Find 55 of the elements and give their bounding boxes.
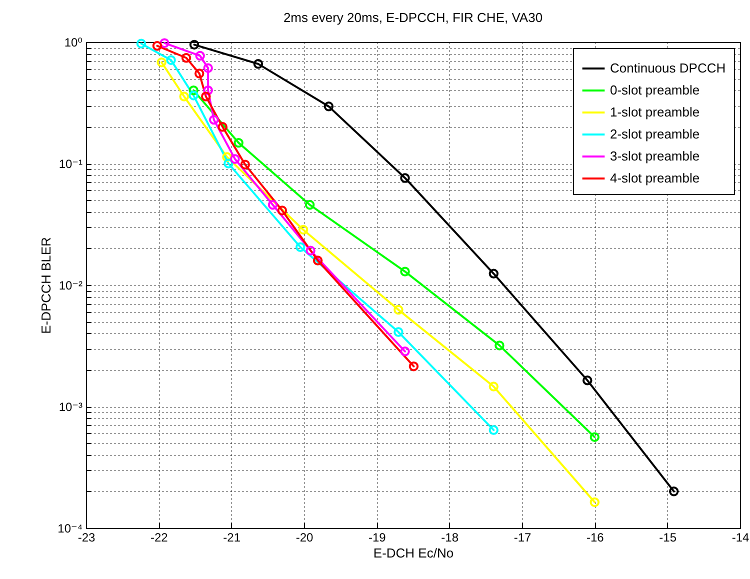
point xyxy=(400,266,410,276)
y-tick-label: 10⁻³ xyxy=(58,400,82,414)
point xyxy=(194,68,204,78)
x-tick-label: -21 xyxy=(223,530,241,544)
point xyxy=(224,158,234,168)
point xyxy=(222,152,232,162)
x-tick-label: -17 xyxy=(514,530,532,544)
x-axis-title: E-DCH Ec/No xyxy=(373,546,454,560)
point xyxy=(209,114,219,125)
x-tick-label: -15 xyxy=(659,530,677,544)
point xyxy=(166,55,176,65)
y-tick-label: 10⁻² xyxy=(58,278,82,292)
legend-label: 0-slot preamble xyxy=(610,82,700,98)
y-tick-label: 10⁰ xyxy=(64,36,83,50)
point xyxy=(240,160,250,170)
y-tick-label: 10⁻¹ xyxy=(58,157,82,171)
point xyxy=(201,92,211,102)
legend-label: 4-slot preamble xyxy=(610,170,700,186)
point xyxy=(298,224,308,235)
x-tick-label: -16 xyxy=(586,530,604,544)
x-tick-label: -18 xyxy=(441,530,459,544)
point xyxy=(394,327,404,337)
point xyxy=(218,122,228,132)
point xyxy=(488,268,499,279)
point xyxy=(304,200,315,210)
point xyxy=(253,59,264,69)
x-tick-label: -20 xyxy=(296,530,314,544)
point xyxy=(181,53,192,63)
point xyxy=(400,173,410,183)
point xyxy=(203,63,213,73)
point xyxy=(324,102,334,112)
point xyxy=(494,340,504,350)
x-tick-label: -22 xyxy=(150,530,168,544)
point xyxy=(488,382,499,392)
x-tick-label: -19 xyxy=(368,530,386,544)
point xyxy=(306,246,316,256)
point xyxy=(312,256,323,266)
point xyxy=(188,90,198,100)
point xyxy=(582,376,592,386)
legend-label: 2-slot preamble xyxy=(610,126,700,142)
point xyxy=(203,85,213,96)
legend-label: 1-slot preamble xyxy=(610,104,700,120)
legend-label: Continuous DPCCH xyxy=(610,60,726,76)
point xyxy=(295,242,306,252)
point xyxy=(268,200,278,210)
legend-label: 3-slot preamble xyxy=(610,148,700,164)
x-tick-label: -14 xyxy=(732,530,750,544)
point xyxy=(179,92,189,102)
point xyxy=(234,138,244,148)
point xyxy=(195,50,205,61)
point xyxy=(277,206,288,216)
y-axis-title: E-DPCCH BLER xyxy=(38,237,54,334)
point xyxy=(230,154,240,164)
chart-title: 2ms every 20ms, E-DPCCH, FIR CHE, VA30 xyxy=(283,10,543,26)
point xyxy=(394,304,404,315)
